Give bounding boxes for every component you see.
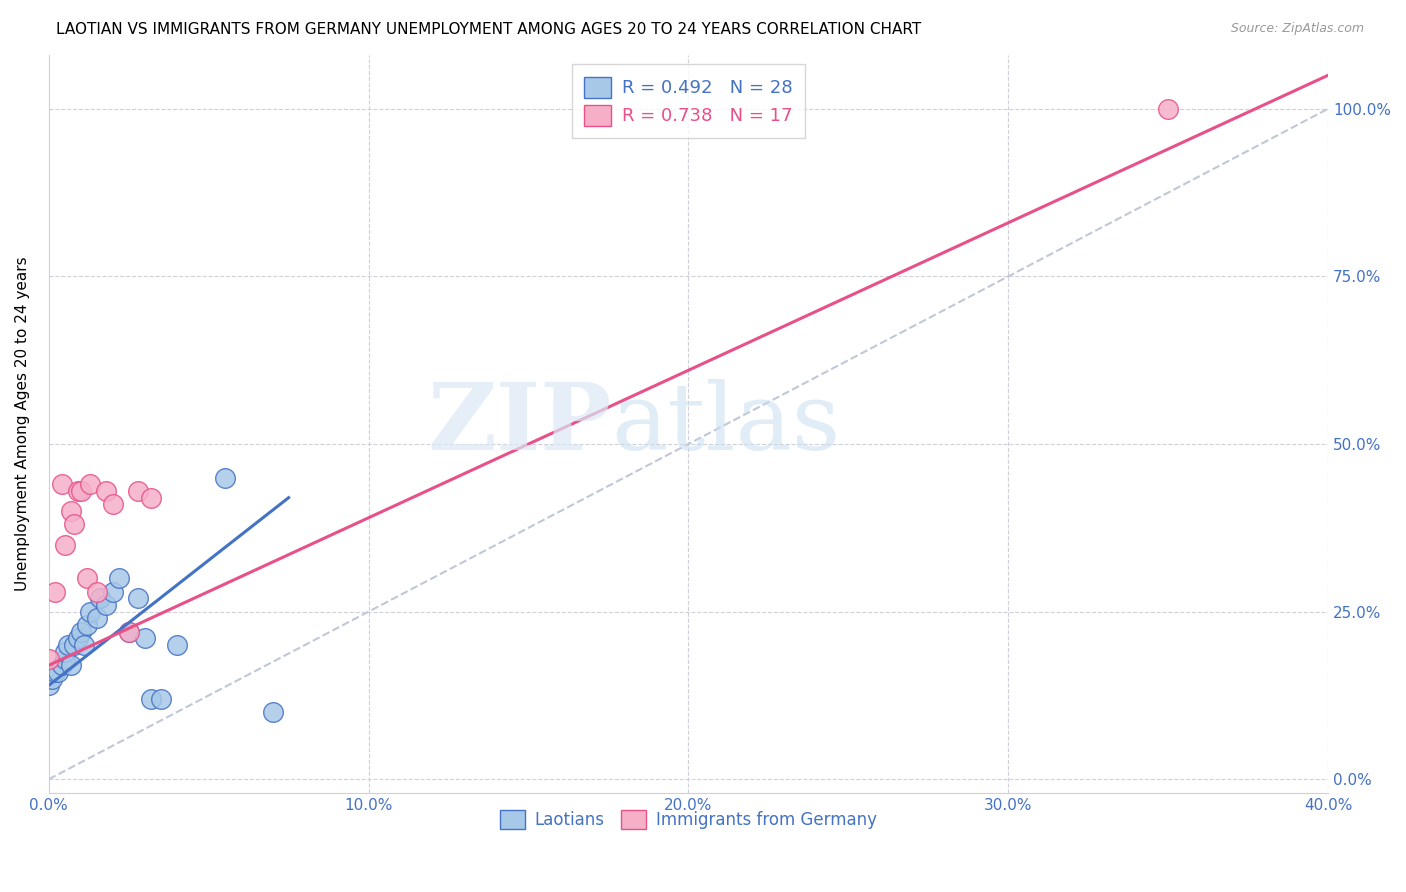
Text: Source: ZipAtlas.com: Source: ZipAtlas.com bbox=[1230, 22, 1364, 36]
Point bbox=[89, 591, 111, 606]
Point bbox=[101, 497, 124, 511]
Legend: Laotians, Immigrants from Germany: Laotians, Immigrants from Germany bbox=[494, 804, 884, 836]
Point bbox=[149, 691, 172, 706]
Point bbox=[60, 504, 83, 518]
Point bbox=[44, 584, 66, 599]
Point bbox=[69, 624, 91, 639]
Point bbox=[166, 638, 188, 652]
Point bbox=[38, 651, 60, 665]
Point bbox=[51, 658, 73, 673]
Point bbox=[69, 483, 91, 498]
Point bbox=[118, 624, 141, 639]
Point bbox=[118, 624, 141, 639]
Point bbox=[86, 611, 108, 625]
Point bbox=[127, 483, 149, 498]
Point bbox=[101, 584, 124, 599]
Point bbox=[86, 584, 108, 599]
Point bbox=[1157, 102, 1180, 116]
Point bbox=[96, 483, 118, 498]
Point bbox=[53, 645, 76, 659]
Text: ZIP: ZIP bbox=[427, 379, 612, 469]
Point bbox=[79, 477, 101, 491]
Point bbox=[38, 678, 60, 692]
Point bbox=[76, 618, 98, 632]
Point bbox=[139, 691, 162, 706]
Point bbox=[96, 598, 118, 612]
Point bbox=[53, 651, 76, 665]
Point bbox=[127, 591, 149, 606]
Point bbox=[262, 705, 284, 719]
Point bbox=[63, 517, 86, 532]
Point bbox=[139, 491, 162, 505]
Point bbox=[108, 571, 131, 585]
Text: atlas: atlas bbox=[612, 379, 841, 469]
Point bbox=[60, 658, 83, 673]
Point bbox=[44, 665, 66, 679]
Point bbox=[66, 483, 89, 498]
Point bbox=[56, 638, 79, 652]
Point bbox=[66, 632, 89, 646]
Y-axis label: Unemployment Among Ages 20 to 24 years: Unemployment Among Ages 20 to 24 years bbox=[15, 257, 30, 591]
Point bbox=[214, 470, 236, 484]
Point bbox=[134, 632, 156, 646]
Point bbox=[76, 571, 98, 585]
Point bbox=[63, 638, 86, 652]
Point bbox=[79, 605, 101, 619]
Text: LAOTIAN VS IMMIGRANTS FROM GERMANY UNEMPLOYMENT AMONG AGES 20 TO 24 YEARS CORREL: LAOTIAN VS IMMIGRANTS FROM GERMANY UNEMP… bbox=[56, 22, 921, 37]
Point bbox=[41, 672, 63, 686]
Point bbox=[46, 665, 69, 679]
Point bbox=[53, 538, 76, 552]
Point bbox=[73, 638, 96, 652]
Point bbox=[51, 477, 73, 491]
